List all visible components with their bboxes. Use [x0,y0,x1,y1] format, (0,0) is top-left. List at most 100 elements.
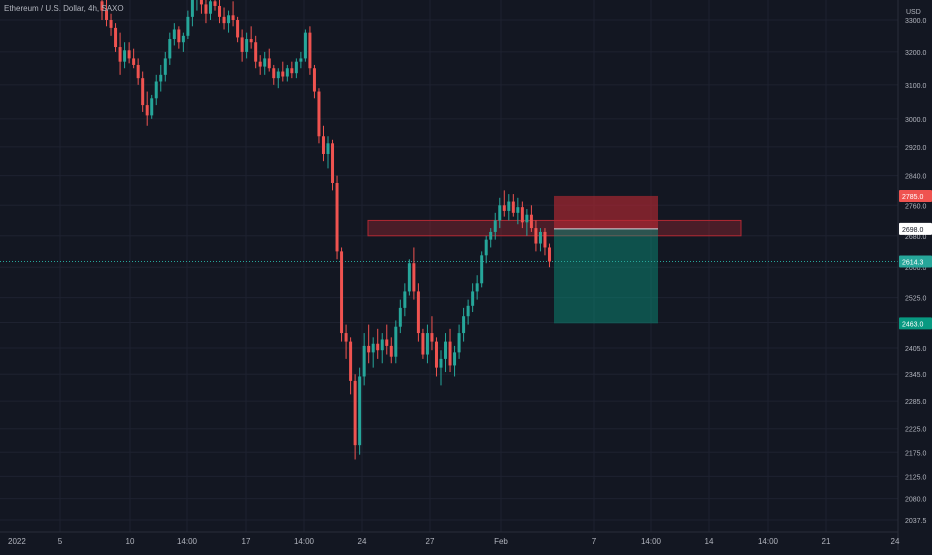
candle-body [132,58,136,65]
candle-body [118,47,122,62]
candle-body [448,341,452,366]
y-tick-label: 2840.0 [905,174,927,181]
candle-body [398,307,402,327]
candle-body [543,231,547,248]
candle-body [163,58,167,75]
candle-body [326,143,330,154]
candle-body [285,68,289,77]
candle-body [159,74,163,82]
y-tick-label: 2225.0 [905,427,927,434]
stop-loss-zone [554,195,658,229]
candle-body [141,78,145,106]
y-tick-label: 3200.0 [905,50,927,57]
candle-body [186,16,190,36]
candle-body [240,37,244,52]
candle-body [204,4,208,14]
candle-body [376,343,380,351]
y-tick-label: 2920.0 [905,145,927,152]
candle-body [331,143,335,183]
y-tick-label: 2525.0 [905,296,927,303]
candle-body [475,283,479,292]
candle-body [358,376,362,446]
candle-body [385,339,389,346]
candle-body [511,201,515,213]
x-tick-label: 24 [891,537,900,546]
candle-body [290,68,294,74]
currency-label: USD [906,9,921,16]
candle-body [105,10,109,20]
symbol-title: Ethereum / U.S. Dollar, 4h, SAXO [4,4,124,13]
price-badge-entry [899,222,932,235]
candle-body [520,207,524,223]
candle-body [502,205,506,211]
x-tick-label: 7 [592,537,597,546]
y-tick-label: 2080.0 [905,497,927,504]
candle-body [312,68,316,92]
candle-body [516,207,520,213]
candle-body [471,291,475,306]
price-badge-stop [899,189,932,202]
y-tick-label: 2345.0 [905,372,927,379]
candle-body [403,291,407,308]
candle-body [236,20,240,38]
candle-body [434,341,438,368]
candle-body [227,15,231,24]
candle-body [150,98,154,116]
candle-body [529,214,533,229]
candle-body [394,326,398,357]
candle-body [114,27,118,48]
x-tick-label: 24 [358,537,367,546]
candle-body [344,333,348,342]
candle-body [416,291,420,334]
candle-body [489,231,493,240]
candle-body [335,182,339,252]
price-badge-target [899,317,932,330]
candle-body [199,0,203,5]
y-tick-label: 3100.0 [905,83,927,90]
candle-body [362,345,366,377]
y-tick-label: 2037.5 [905,518,927,525]
candle-body [425,333,429,355]
candle-body [444,341,448,359]
candle-body [439,358,443,368]
candle-body [276,71,280,79]
x-tick-label: 21 [822,537,831,546]
candle-body [507,201,511,211]
y-tick-label: 2405.0 [905,346,927,353]
candle-body [484,239,488,256]
drawings-layer[interactable] [0,195,898,324]
x-tick-label: 27 [426,537,435,546]
candle-body [109,20,113,28]
candle-body [317,91,321,137]
candle-body [412,263,416,292]
grid [0,0,898,532]
y-tick-label: 2600.0 [905,265,927,272]
x-tick-label: 10 [126,537,135,546]
candle-body [213,1,217,6]
candle-body [547,247,551,262]
x-tick-label: 14:00 [177,537,198,546]
candle-body [181,35,185,43]
candle-body [430,333,434,342]
y-tick-label: 2760.0 [905,203,927,210]
candle-body [127,50,131,59]
candle-body [136,64,140,79]
candle-body [168,39,172,59]
candle-body [281,71,285,77]
x-tick-label: 17 [242,537,251,546]
price-badge-label: 2698.0 [902,227,924,234]
candle-body [525,214,529,223]
candle-body [263,58,267,67]
candle-body [453,352,457,366]
candle-body [371,343,375,353]
candle-body [154,81,158,99]
y-tick-label: 3300.0 [905,18,927,25]
candle-body [231,15,235,20]
candle-body [245,39,249,52]
candle-body [172,29,176,40]
y-tick-label: 2285.0 [905,399,927,406]
candle-body [353,380,357,446]
